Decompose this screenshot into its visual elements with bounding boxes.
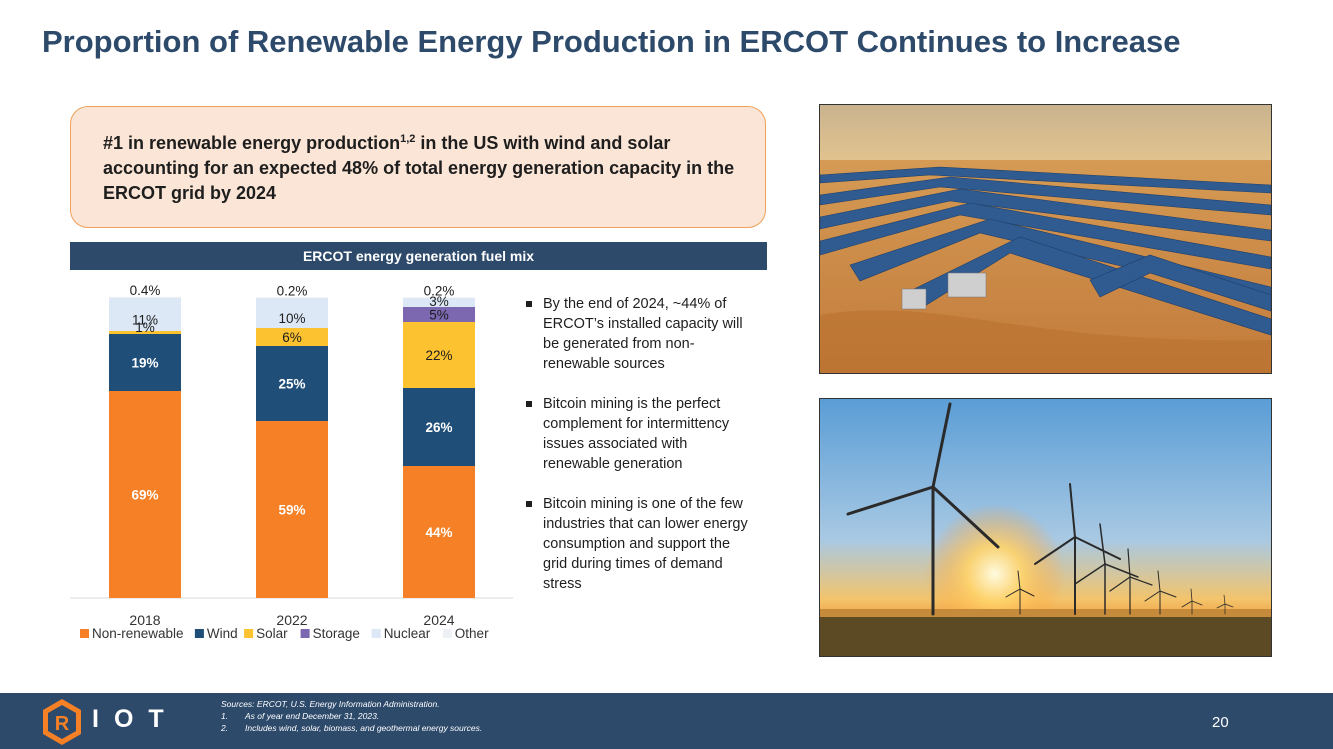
legend-swatch — [442, 629, 452, 638]
page-number: 20 — [1212, 714, 1229, 731]
data-label: 5% — [429, 308, 449, 323]
highlight-callout: #1 in renewable energy production1,2 in … — [70, 106, 766, 228]
solar-farm-photo — [819, 104, 1272, 374]
legend-swatch — [194, 629, 204, 638]
legend-label: Other — [455, 626, 489, 641]
legend-label: Storage — [313, 626, 360, 641]
callout-text-lead: #1 in renewable energy production — [103, 133, 401, 153]
callout-text-rest: in the US with wind and solar accounting… — [103, 133, 735, 203]
footnote-line: 1. As of year end December 31, 2023. — [221, 710, 482, 722]
data-label: 19% — [131, 356, 158, 371]
bar-segment-solar — [256, 328, 328, 346]
legend-swatch — [300, 629, 310, 638]
x-tick-label: 2022 — [276, 612, 307, 628]
data-label: 0.4% — [130, 283, 161, 298]
bullet-text: Bitcoin mining is one of the few industr… — [543, 496, 748, 592]
sources-text: Sources: ERCOT, U.S. Energy Information … — [221, 699, 440, 709]
legend-swatch — [80, 629, 89, 638]
callout-footnote-ref: 1,2 — [400, 133, 416, 145]
bullet-list: By the end of 2024, ~44% of ERCOT’s inst… — [526, 294, 758, 614]
x-tick-label: 2018 — [129, 612, 160, 628]
data-label: 11% — [132, 313, 158, 328]
footnote-line: 2. Includes wind, solar, biomass, and geo… — [221, 722, 482, 734]
footer-bar — [0, 693, 1333, 749]
data-label: 22% — [425, 348, 452, 363]
legend-label: Nuclear — [384, 626, 431, 641]
footnote-text: As of year end December 31, 2023. — [245, 711, 380, 721]
wind-turbines-photo — [819, 398, 1272, 657]
legend-label: Wind — [207, 626, 238, 641]
bullet-square-icon — [526, 401, 532, 407]
bar-segment-non-renewable — [403, 466, 475, 598]
data-label: 69% — [131, 488, 158, 503]
riot-logo-hexagon-icon: R — [43, 699, 81, 745]
bar-segment-non-renewable — [256, 421, 328, 598]
x-tick-label: 2024 — [423, 612, 454, 628]
footnote-number: 1. — [221, 711, 229, 721]
svg-text:R: R — [55, 713, 70, 735]
logo-wordmark: IOT — [92, 705, 179, 733]
bar-segment-other — [109, 296, 181, 298]
fuel-mix-chart: 69% 19% 1%11% 0.4% 2018 59% 25% 6% 10% 0.2% 2022 44… — [70, 283, 513, 641]
footnote-text: Includes wind, solar, biomass, and geoth… — [245, 723, 483, 733]
bar-segment-solar — [403, 322, 475, 388]
bar-segment-storage — [403, 307, 475, 322]
legend-swatch — [371, 629, 381, 638]
bullet-text: By the end of 2024, ~44% of ERCOT’s inst… — [543, 296, 743, 372]
page-title: Proportion of Renewable Energy Productio… — [42, 24, 1181, 59]
bar-segment-other — [403, 297, 475, 298]
bullet-item: By the end of 2024, ~44% of ERCOT’s inst… — [526, 294, 758, 374]
bullet-item: Bitcoin mining is one of the few industr… — [526, 494, 758, 594]
bar-segment-nuclear — [256, 298, 328, 328]
bar-segment-wind — [256, 346, 328, 421]
legend-label: Solar — [256, 626, 288, 641]
data-label: 25% — [278, 377, 305, 392]
data-label: 26% — [425, 420, 452, 435]
data-label: 0.2% — [424, 283, 455, 298]
data-label: 0.2% — [277, 283, 308, 298]
legend-label: Non-renewable — [92, 626, 184, 641]
bar-segment-nuclear — [403, 298, 475, 307]
chart-header: ERCOT energy generation fuel mix — [70, 242, 767, 270]
bar-segment-solar — [109, 331, 181, 334]
data-label: 59% — [278, 503, 305, 518]
bar-segment-nuclear — [109, 298, 181, 331]
data-label: 10% — [278, 311, 305, 326]
footnote-number: 2. — [221, 723, 229, 733]
legend-swatch — [244, 629, 254, 638]
data-label: 3% — [429, 294, 449, 309]
bar-segment-wind — [109, 334, 181, 391]
bar-segment-other — [256, 297, 328, 298]
bar-segment-wind — [403, 388, 475, 466]
sources-line: Sources: ERCOT, U.S. Energy Information … — [221, 698, 482, 710]
bullet-item: Bitcoin mining is the perfect complement… — [526, 394, 758, 474]
data-label: 44% — [425, 525, 452, 540]
data-label: 6% — [282, 330, 302, 345]
bullet-square-icon — [526, 301, 532, 307]
data-label: 1% — [135, 320, 155, 335]
sources-footnotes: Sources: ERCOT, U.S. Energy Information … — [221, 698, 482, 734]
bullet-text: Bitcoin mining is the perfect complement… — [543, 396, 730, 472]
bar-segment-non-renewable — [109, 391, 181, 598]
callout-text: #1 in renewable energy production1,2 in … — [103, 131, 755, 206]
bullet-square-icon — [526, 501, 532, 507]
